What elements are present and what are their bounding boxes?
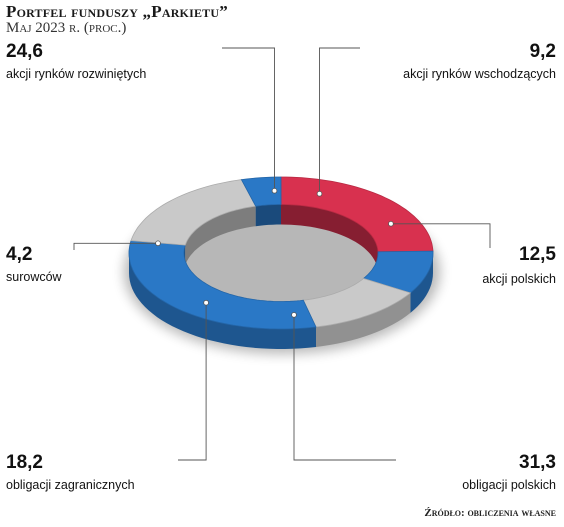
slice-label-akcje-wschodzace: akcji rynków wschodzących <box>403 67 556 81</box>
slice-inner-wall-surowcow <box>255 204 281 227</box>
slice-value-akcje-rozwiniete: 24,6 <box>6 41 43 62</box>
leader-lines <box>73 47 491 461</box>
leader-line-obligacji-polskich <box>293 314 396 461</box>
leader-dot-surowcow <box>155 240 161 247</box>
slice-label-obligacje-polskie: obligacji polskich <box>462 478 556 492</box>
slice-label-surowce: surowców <box>6 270 62 284</box>
slice-value-obligacje-zagraniczne: 18,2 <box>6 452 43 473</box>
slice-outer-wall-akcji-rynkow-wschodzacych <box>410 253 433 313</box>
leader-dot-akcji-rynkow-rozwinietych <box>271 188 278 194</box>
slice-value-akcje-polskie: 12,5 <box>519 244 556 265</box>
slice-value-akcje-wschodzace: 9,2 <box>529 41 556 62</box>
slice-label-akcje-polskie: akcji polskich <box>482 272 556 286</box>
leader-line-obligacji-zagranicznych <box>178 302 207 461</box>
slice-label-obligacje-zagraniczne: obligacji zagranicznych <box>6 478 135 492</box>
leader-dot-akcji-polskich <box>388 221 394 227</box>
slice-inner-wall-obligacji-zagranicznych <box>185 206 256 266</box>
slice-label-akcje-rozwiniete: akcji rynków rozwiniętych <box>6 67 147 81</box>
slice-value-obligacje-polskie: 31,3 <box>519 452 556 473</box>
leader-dot-obligacji-polskich <box>291 312 297 318</box>
slice-value-surowce: 4,2 <box>6 244 33 265</box>
chart-subtitle: Maj 2023 r. (proc.) <box>6 20 127 36</box>
slice-outer-wall-obligacji-polskich <box>129 253 316 349</box>
leader-dot-akcji-rynkow-wschodzacych <box>316 191 323 197</box>
leader-dot-obligacji-zagranicznych <box>203 299 209 306</box>
leader-line-akcji-polskich <box>390 223 491 248</box>
leader-line-akcji-rynkow-rozwinietych <box>222 47 275 191</box>
leader-line-akcji-rynkow-wschodzacych <box>319 47 360 194</box>
donut-top-layer <box>128 176 434 330</box>
slice-top-surowcow <box>240 176 282 207</box>
leader-line-surowcow <box>73 242 158 250</box>
slice-outer-wall-akcji-polskich <box>316 292 411 347</box>
source-note: Źródło: obliczenia własne <box>424 507 556 519</box>
chart-title: Portfel funduszy „Parkietu” <box>6 2 228 21</box>
